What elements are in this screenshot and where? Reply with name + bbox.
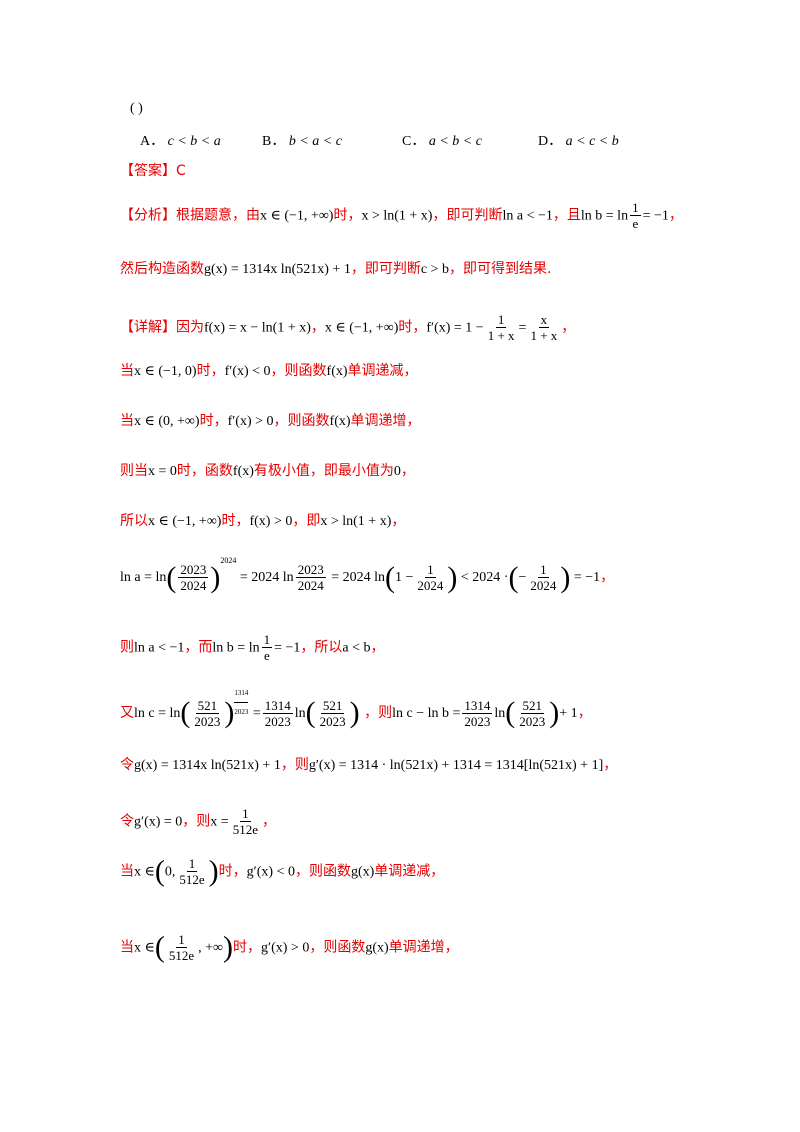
option-d: D． a < c < b <box>538 134 619 149</box>
line-11: 当x ∈(1 512e, +∞)时，g′(x) > 0，则函数g(x)单调递增， <box>120 930 459 964</box>
line-7: 又ln c = ln(521 2023) 1314 2023 = 1314 2023 ln(… <box>120 684 592 729</box>
detail-line-1: 【详解】因为f(x) = x − ln(1 + x)，x ∈ (−1, +∞)时… <box>120 312 576 343</box>
analysis-line-2: 然后构造函数g(x) = 1314x ln(521x) + 1，即可判断c > … <box>120 261 552 277</box>
line-8: 令g(x) = 1314x ln(521x) + 1，则g′(x) = 1314… <box>120 757 618 773</box>
answer-tag: 【答案】 <box>120 163 176 179</box>
analysis-line-1: 【分析】根据题意，由x ∈ (−1, +∞)时，x > ln(1 + x)，即可… <box>120 200 683 231</box>
option-c: C． a < b < c <box>402 134 482 149</box>
question-paren: ( ) <box>130 101 143 116</box>
line-3: 则当x = 0时，函数f(x)有极小值，即最小值为0， <box>120 463 415 479</box>
line-2: 当x ∈ (0, +∞)时，f′(x) > 0，则函数f(x)单调递增， <box>120 413 421 429</box>
line-5-formula: ln a = ln(2023 2024)2024 = 2024 ln 2023 202… <box>120 556 615 594</box>
line-9: 令g′(x) = 0，则x = 1 512e， <box>120 806 276 837</box>
line-6: 则ln a < −1，而ln b = ln 1 e = −1，所以a < b， <box>120 632 385 663</box>
line-10: 当x ∈(0, 1 512e)时，g′(x) < 0，则函数g(x)单调递减， <box>120 854 445 888</box>
line-4: 所以x ∈ (−1, +∞)时，f(x) > 0，即x > ln(1 + x)， <box>120 513 406 529</box>
answer-line: 【答案】C <box>120 162 186 180</box>
option-b: B． b < a < c <box>262 134 342 149</box>
answer-value: C <box>176 163 186 179</box>
line-1: 当x ∈ (−1, 0)时，f′(x) < 0，则函数f(x)单调递减， <box>120 363 418 379</box>
option-a: A． c < b < a <box>140 134 221 149</box>
